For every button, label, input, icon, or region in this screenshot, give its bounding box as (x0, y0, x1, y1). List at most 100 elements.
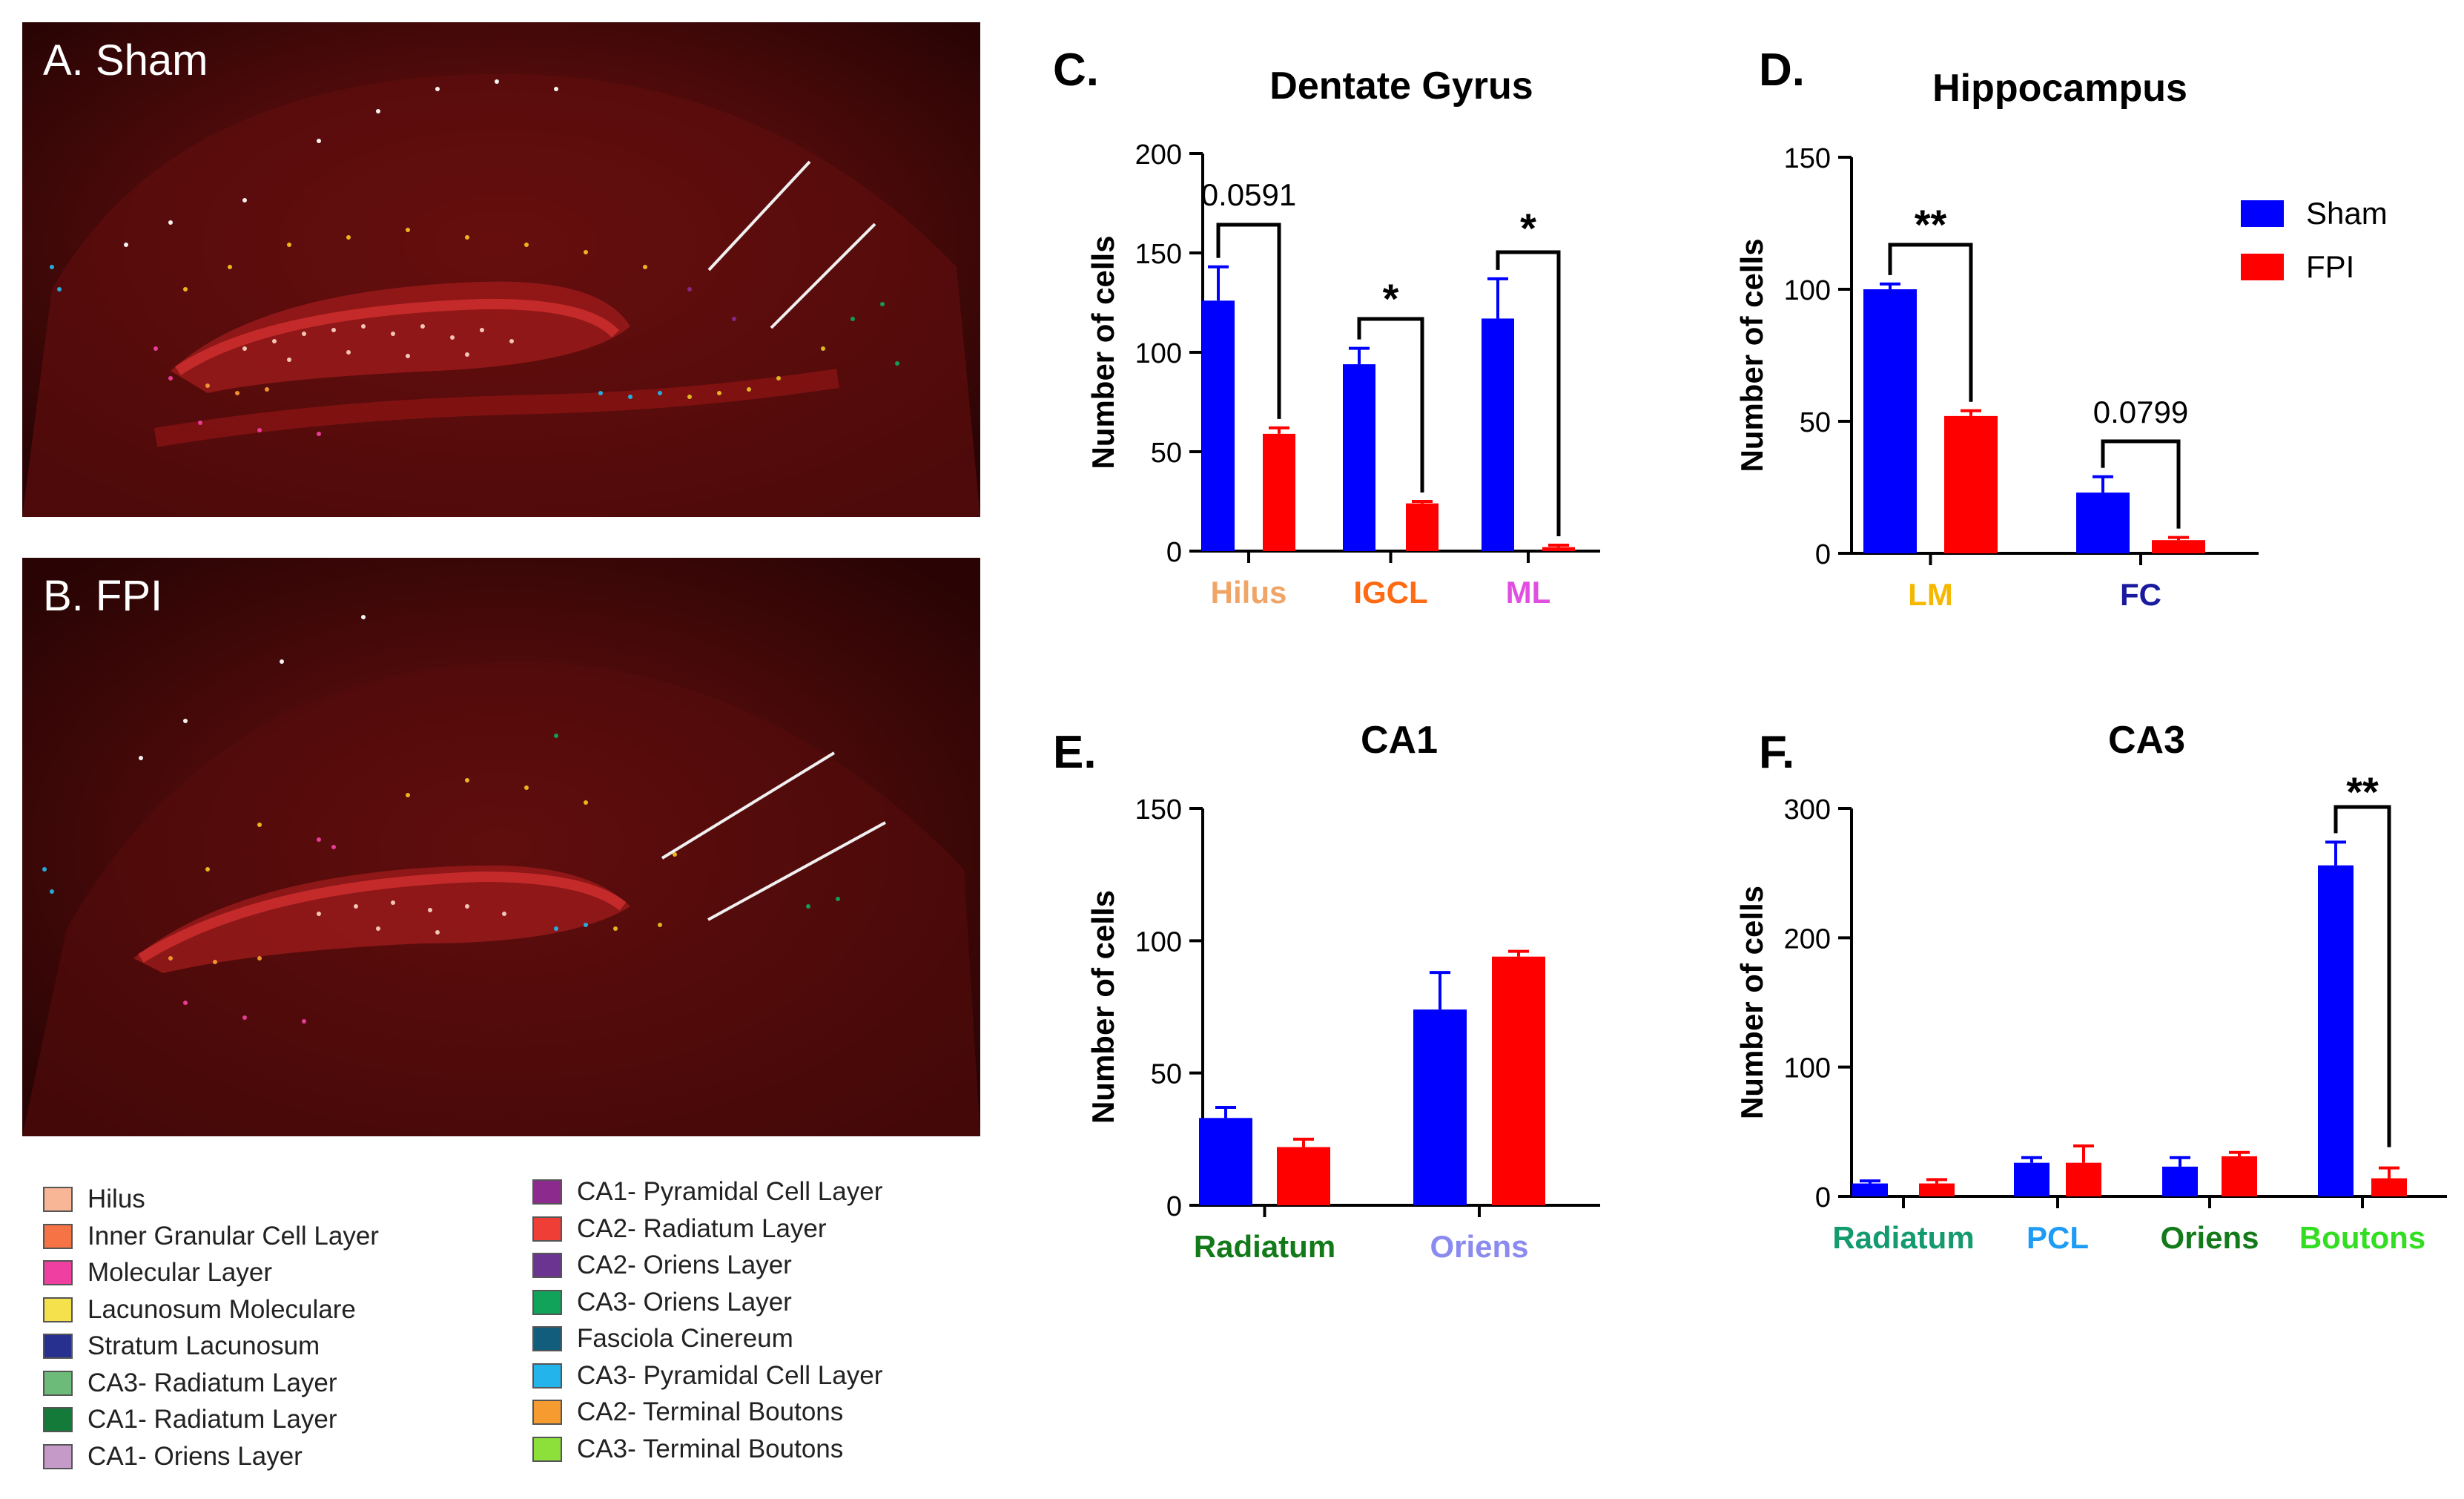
legend-item: CA3- Terminal Boutons (532, 1433, 843, 1466)
legend-swatch (43, 1370, 73, 1396)
y-tick-label-F: 300 (1784, 794, 1831, 826)
series-legend-swatch (2241, 254, 2284, 280)
legend-label: Hilus (87, 1185, 145, 1213)
legend-label: Fasciola Cinereum (577, 1324, 793, 1353)
bar-sham-E (1199, 1118, 1252, 1205)
significance-bracket-C (1496, 250, 1561, 536)
legend-item: Fasciola Cinereum (532, 1322, 793, 1355)
x-tick-label-E: Oriens (1430, 1229, 1528, 1264)
legend-item: CA3- Radiatum Layer (43, 1367, 337, 1400)
legend-label: Molecular Layer (87, 1258, 272, 1287)
bar-fpi-D (2152, 540, 2205, 553)
significance-label-C: * (1383, 275, 1399, 322)
legend-label: CA3- Oriens Layer (577, 1287, 792, 1317)
legend-label: Stratum Lacunosum (87, 1331, 320, 1360)
y-tick-label-D: 50 (1800, 407, 1831, 438)
legend-item: CA1- Pyramidal Cell Layer (532, 1176, 882, 1208)
legend-swatch (532, 1216, 562, 1242)
legend-swatch (532, 1363, 562, 1388)
bar-sham-C (1343, 364, 1375, 551)
legend-item: Inner Granular Cell Layer (43, 1220, 379, 1253)
significance-bracket-C (1357, 317, 1424, 492)
legend-item: CA3- Pyramidal Cell Layer (532, 1360, 882, 1392)
legend-item: CA3- Oriens Layer (532, 1286, 792, 1319)
x-tick-label-D: LM (1908, 577, 1953, 612)
legend-swatch (43, 1187, 73, 1212)
legend-item: CA1- Oriens Layer (43, 1440, 303, 1473)
panel-letter-D: D. (1759, 45, 1805, 96)
x-tick-label-F: PCL (2027, 1220, 2089, 1255)
bar-sham-F (2318, 865, 2354, 1196)
sham-image-label: A. Sham (43, 36, 208, 85)
chart-title-C: Dentate Gyrus (1269, 65, 1533, 108)
bar-fpi-C (1263, 433, 1295, 551)
y-axis-label-C: Number of cells (1086, 235, 1120, 469)
y-tick-label-E: 100 (1135, 926, 1182, 958)
bar-fpi-D (1944, 415, 1998, 553)
legend-label: CA3- Terminal Boutons (577, 1434, 844, 1463)
legend-label: CA2- Terminal Boutons (577, 1397, 844, 1426)
chart-title-F: CA3 (2108, 719, 2185, 762)
legend-item: Hilus (43, 1183, 145, 1216)
legend-label: Lacunosum Moleculare (87, 1294, 356, 1324)
y-tick-label-E: 50 (1151, 1059, 1182, 1090)
bar-sham-C (1482, 318, 1514, 551)
x-tick-label-C: ML (1506, 575, 1551, 610)
legend-item: CA2- Terminal Boutons (532, 1396, 843, 1429)
y-tick-label-C: 0 (1166, 537, 1182, 568)
y-tick-label-E: 0 (1166, 1191, 1182, 1222)
legend-label: Inner Granular Cell Layer (87, 1221, 379, 1251)
fpi-histology-image: B. FPI (22, 558, 980, 1136)
legend-swatch (43, 1443, 73, 1469)
legend-label: CA2- Radiatum Layer (577, 1213, 827, 1243)
bar-fpi-F (2222, 1156, 2257, 1196)
significance-label-D: 0.0799 (2093, 395, 2188, 429)
panel-letter-C: C. (1053, 45, 1099, 96)
bar-sham-F (2162, 1166, 2198, 1196)
bar-sham-D (1863, 289, 1917, 553)
legend-swatch (532, 1253, 562, 1278)
y-axis-label-E: Number of cells (1086, 890, 1120, 1124)
panel-letter-F: F. (1759, 727, 1794, 778)
y-axis-label-D: Number of cells (1734, 238, 1769, 472)
legend-item: CA2- Oriens Layer (532, 1249, 792, 1282)
y-tick-label-E: 150 (1135, 794, 1182, 826)
chart-title-E: CA1 (1361, 719, 1438, 762)
fpi-histology-graphic (22, 558, 980, 1136)
y-tick-label-D: 0 (1815, 539, 1831, 570)
legend-swatch (532, 1326, 562, 1351)
x-tick-label-C: Hilus (1211, 575, 1287, 610)
y-tick-label-C: 150 (1135, 239, 1182, 270)
x-tick-label-F: Boutons (2299, 1220, 2425, 1255)
x-tick-label-F: Oriens (2160, 1220, 2259, 1255)
legend-swatch (43, 1260, 73, 1285)
significance-bracket-D (1888, 243, 1973, 402)
chart-title-D: Hippocampus (1932, 67, 2187, 110)
y-tick-label-F: 100 (1784, 1053, 1831, 1084)
legend-item: Lacunosum Moleculare (43, 1294, 356, 1326)
significance-label-C: * (1520, 205, 1536, 251)
x-tick-label-E: Radiatum (1194, 1229, 1335, 1264)
y-tick-label-C: 100 (1135, 338, 1182, 369)
region-legend: Hilus Inner Granular Cell Layer Molecular … (43, 1177, 933, 1495)
series-legend-swatch (2241, 200, 2284, 227)
panel-letter-E: E. (1053, 727, 1097, 778)
fpi-cell-dots (42, 615, 840, 1024)
sham-histology-graphic (22, 22, 980, 517)
significance-bracket-F (2333, 805, 2391, 1147)
significance-bracket-C (1216, 223, 1281, 419)
y-axis-label-F: Number of cells (1734, 886, 1769, 1119)
sham-cell-dots (50, 79, 899, 436)
y-tick-label-C: 200 (1135, 139, 1182, 171)
bar-sham-F (1852, 1183, 1888, 1196)
bar-sham-C (1202, 300, 1235, 551)
y-tick-label-D: 150 (1784, 143, 1831, 174)
sham-histology-image: A. Sham (22, 22, 980, 517)
bar-fpi-F (1919, 1183, 1955, 1196)
legend-item: CA1- Radiatum Layer (43, 1403, 337, 1436)
bar-fpi-E (1492, 956, 1545, 1205)
fpi-image-label: B. FPI (43, 572, 163, 620)
legend-swatch (43, 1334, 73, 1359)
y-tick-label-F: 200 (1784, 923, 1831, 955)
